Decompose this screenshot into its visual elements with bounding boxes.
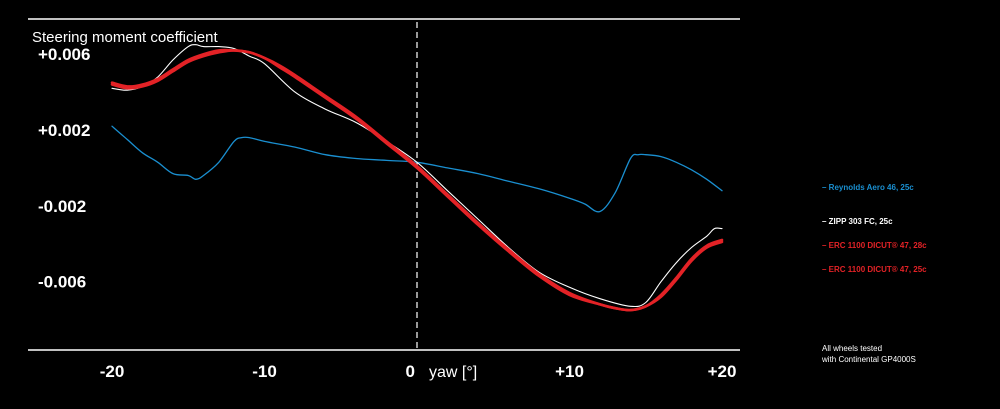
series-line-erc-25c xyxy=(110,48,724,312)
series-lines xyxy=(110,44,724,312)
y-axis-title: Steering moment coefficient xyxy=(32,29,218,46)
test-note-line-2: with Continental GP4000S xyxy=(822,355,916,364)
test-note-line-1: All wheels tested xyxy=(822,344,883,353)
series-line-reynolds xyxy=(111,125,723,213)
x-tick-label: -10 xyxy=(252,362,277,381)
y-tick-label: +0.006 xyxy=(38,45,90,64)
y-tick-label: +0.002 xyxy=(38,121,90,140)
x-tick-label: +20 xyxy=(708,362,737,381)
series-line-erc-28c xyxy=(110,49,724,312)
x-tick-label: +10 xyxy=(555,362,584,381)
x-tick-label: 0 xyxy=(406,362,415,381)
y-tick-labels: +0.006 +0.002 -0.002 -0.006 xyxy=(38,45,90,291)
y-tick-label: -0.002 xyxy=(38,197,86,216)
legend-item-erc-28c: – ERC 1100 DICUT® 47, 28c xyxy=(822,241,927,250)
x-tick-labels: -20 -10 0 +10 +20 xyxy=(100,362,737,381)
x-axis-title: yaw [°] xyxy=(429,364,477,381)
legend-item-reynolds: – Reynolds Aero 46, 25c xyxy=(822,183,914,192)
x-tick-label: -20 xyxy=(100,362,125,381)
test-note: All wheels tested with Continental GP400… xyxy=(822,343,916,365)
legend-item-erc-25c: – ERC 1100 DICUT® 47, 25c xyxy=(822,265,927,274)
legend: – Reynolds Aero 46, 25c – ZIPP 303 FC, 2… xyxy=(822,0,992,409)
y-tick-label: -0.006 xyxy=(38,273,86,292)
legend-item-zipp: – ZIPP 303 FC, 25c xyxy=(822,217,893,226)
